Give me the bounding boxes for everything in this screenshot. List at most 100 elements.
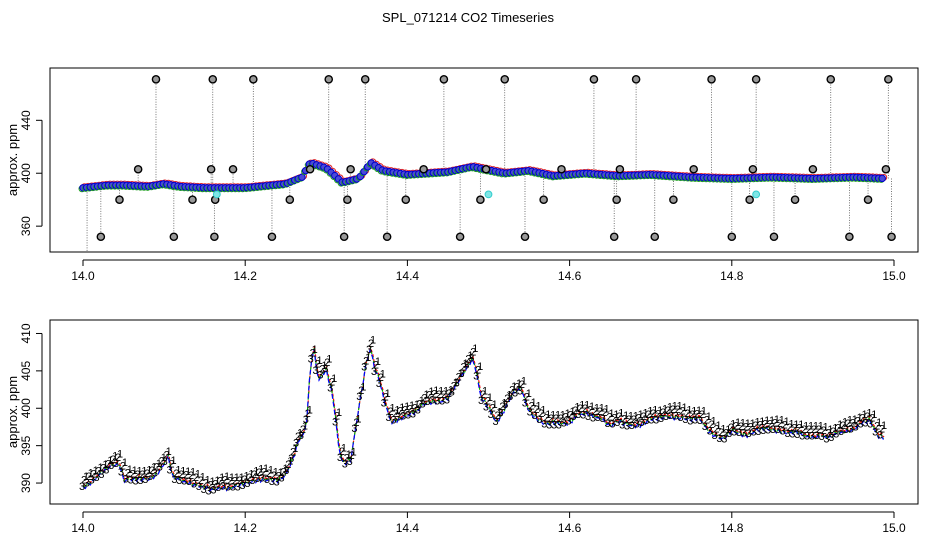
series-1-marker: 1 <box>326 354 332 366</box>
series-3-marker: 3 <box>376 378 382 390</box>
series-2-marker: 2 <box>709 419 715 431</box>
series-2-marker: 2 <box>193 472 199 484</box>
series-3-marker: 3 <box>347 456 353 468</box>
series-2-marker: 2 <box>173 468 179 480</box>
series-2-marker: 2 <box>524 392 530 404</box>
series-1-marker: 1 <box>477 361 483 373</box>
outlier-point <box>267 232 277 242</box>
outlier-point <box>249 74 258 84</box>
series-2-marker: 2 <box>529 400 535 412</box>
series-3-marker: 3 <box>424 396 430 408</box>
series-1-marker: 1 <box>185 466 191 478</box>
series-3-marker: 3 <box>804 430 810 442</box>
series-1-marker: 1 <box>672 401 678 413</box>
series-3-marker: 3 <box>809 430 815 442</box>
series-2-marker: 2 <box>115 452 121 464</box>
series-1-marker: 1 <box>662 404 668 416</box>
series-2-marker: 2 <box>387 406 393 418</box>
bottom-x-tick-label: 14.6 <box>558 521 582 535</box>
series-1-marker: 1 <box>141 465 147 477</box>
series-3-marker: 3 <box>113 458 119 470</box>
outlier-point <box>609 232 619 242</box>
series-1-marker: 1 <box>764 415 770 427</box>
series-2-marker: 2 <box>743 421 749 433</box>
series-1-marker: 1 <box>643 407 649 419</box>
series-1-marker: 1 <box>205 474 211 486</box>
series-1-marker: 1 <box>346 449 352 461</box>
outlier-point <box>669 195 678 204</box>
series-1-marker: 1 <box>360 381 366 393</box>
series-1-marker: 1 <box>83 471 89 483</box>
series-1-line <box>83 345 885 490</box>
series-2-marker: 2 <box>830 426 836 438</box>
series-3-marker: 3 <box>838 426 844 438</box>
series-1-marker: 1 <box>88 468 94 480</box>
series-3-marker: 3 <box>142 474 148 486</box>
top-y-axis: 360 400 440 <box>19 110 43 236</box>
top-y-tick-label: 440 <box>19 110 33 130</box>
series-2-marker: 2 <box>738 421 744 433</box>
outlier-point <box>96 232 106 242</box>
series-1-marker: 1 <box>555 410 561 422</box>
series-3-marker: 3 <box>600 413 606 425</box>
series-1-marker: 1 <box>385 388 391 400</box>
series-3-marker: 3 <box>147 471 153 483</box>
series-2-marker: 2 <box>96 466 102 478</box>
series-2-marker: 2 <box>207 479 213 491</box>
series-2-marker: 2 <box>344 453 350 465</box>
series-3-marker: 3 <box>439 395 445 407</box>
series-1-marker: 1 <box>331 373 337 385</box>
series-2-marker: 2 <box>100 463 106 475</box>
series-2-marker: 2 <box>874 421 880 433</box>
series-3-marker: 3 <box>171 474 177 486</box>
series-3-marker: 3 <box>643 415 649 427</box>
series-3-marker: 3 <box>152 468 158 480</box>
outlier-point <box>210 232 219 242</box>
series-2-marker: 2 <box>378 372 384 384</box>
series-2-marker: 2 <box>134 469 140 481</box>
series-1-marker: 1 <box>443 386 449 398</box>
series-2-marker: 2 <box>407 404 413 416</box>
series-1-marker: 1 <box>171 455 177 467</box>
series-2-marker: 2 <box>650 408 656 420</box>
series-2-marker: 2 <box>130 469 136 481</box>
series-2-marker: 2 <box>840 420 846 432</box>
series-1-marker: 1 <box>98 462 104 474</box>
series-3-marker: 3 <box>84 477 90 489</box>
series-1-marker: 1 <box>273 466 279 478</box>
series-2-marker: 2 <box>242 474 248 486</box>
series-2-marker: 2 <box>412 402 418 414</box>
series-3-marker: 3 <box>298 430 304 442</box>
series-2-marker: 2 <box>480 389 486 401</box>
series-3-marker: 3 <box>288 453 294 465</box>
series-2-marker: 2 <box>679 406 685 418</box>
series-3-marker: 3 <box>799 430 805 442</box>
series-3-marker: 3 <box>249 475 255 487</box>
series-3-marker: 3 <box>536 414 542 426</box>
series-1-marker: 1 <box>190 467 196 479</box>
series-3-marker: 3 <box>551 419 557 431</box>
series-2-marker: 2 <box>762 419 768 431</box>
series-1-marker: 1 <box>458 368 464 380</box>
outlier-point <box>727 232 737 242</box>
series-3-marker: 3 <box>819 431 825 443</box>
series-1-marker: 1 <box>647 405 653 417</box>
series-2-marker: 2 <box>592 406 598 418</box>
series-2-marker: 2 <box>212 479 218 491</box>
series-3-marker: 3 <box>317 370 323 382</box>
series-3-marker: 3 <box>619 419 625 431</box>
series-3-marker: 3 <box>468 352 474 364</box>
series-2-line <box>82 346 885 492</box>
series-1-marker: 1 <box>866 408 872 420</box>
series-3-marker: 3 <box>697 415 703 427</box>
outlier-point <box>881 164 891 174</box>
series-1-marker: 1 <box>487 392 493 404</box>
series-1-marker: 1 <box>511 381 517 393</box>
bottom-y-tick-label: 390 <box>19 473 33 493</box>
top-y-axis-label: approx. ppm <box>5 124 20 196</box>
series-3-marker: 3 <box>648 414 654 426</box>
series-3-marker: 3 <box>420 399 426 411</box>
series-2-marker: 2 <box>188 470 194 482</box>
series-2-marker: 2 <box>402 404 408 416</box>
series-1-marker: 1 <box>453 377 459 389</box>
